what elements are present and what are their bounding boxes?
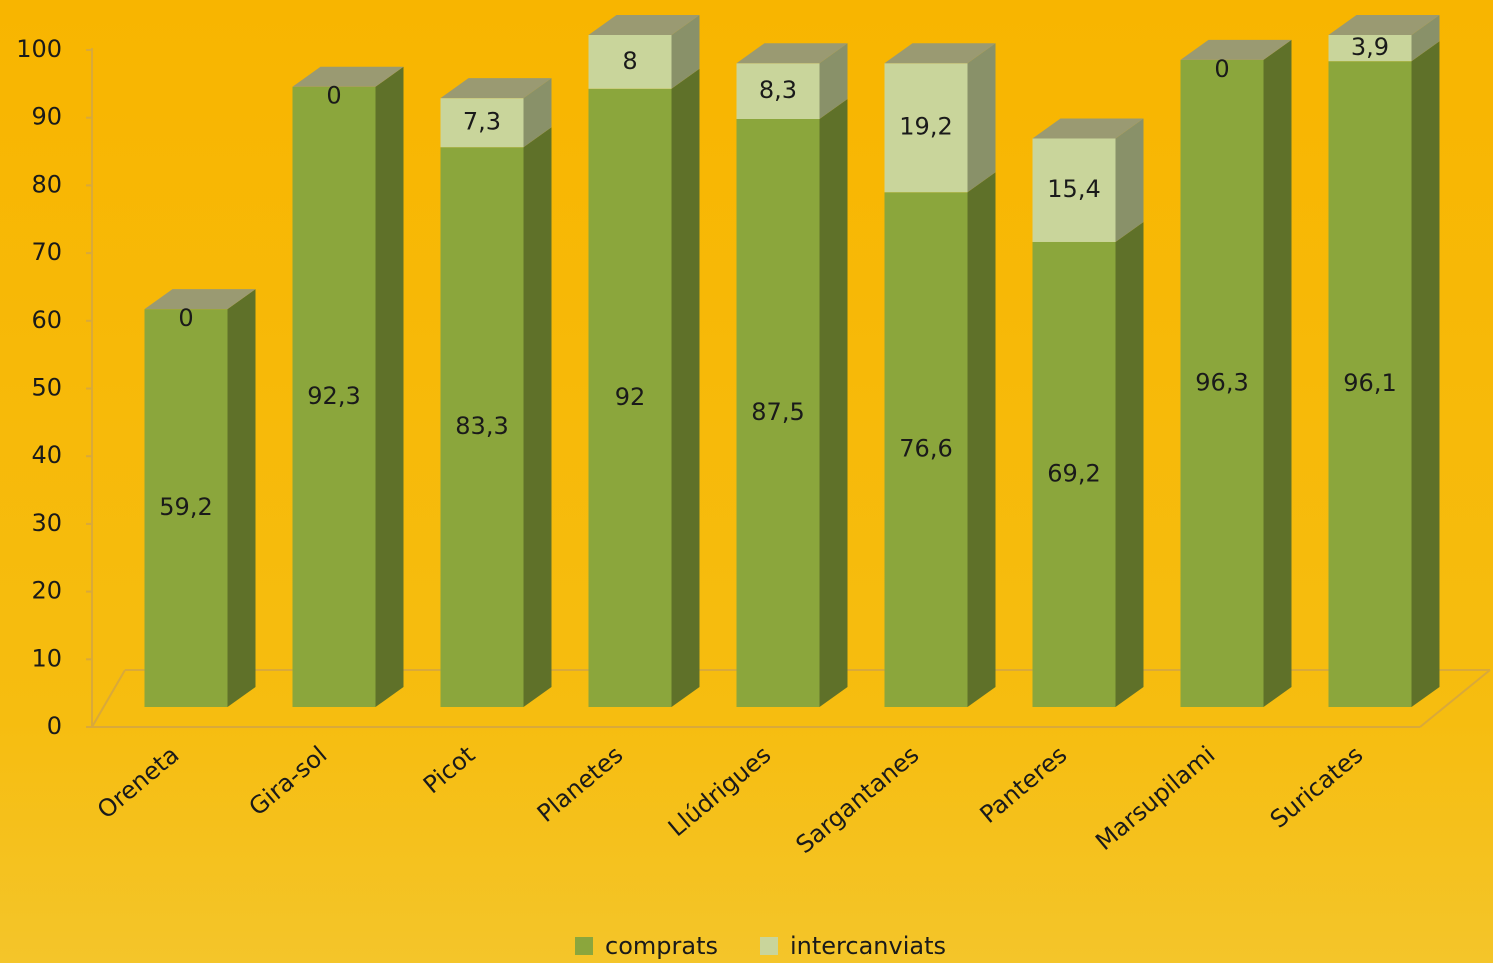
y-tick-label: 20 bbox=[31, 577, 62, 605]
bar-top bbox=[1180, 39, 1292, 60]
y-tick-label: 40 bbox=[31, 441, 62, 469]
bar-segment bbox=[1032, 138, 1116, 242]
bar-segment bbox=[1328, 35, 1412, 62]
data-label: 59,2 bbox=[159, 493, 212, 521]
bar-side bbox=[1411, 41, 1440, 707]
data-label: 8 bbox=[622, 47, 637, 75]
bar-side bbox=[671, 15, 700, 89]
data-label: 7,3 bbox=[463, 108, 501, 136]
bar-side bbox=[1411, 15, 1440, 62]
y-tick-label: 50 bbox=[31, 374, 62, 402]
y-tick-label: 60 bbox=[31, 306, 62, 334]
bar-segment bbox=[292, 86, 376, 707]
y-tick-label: 100 bbox=[16, 35, 62, 63]
bar-segment bbox=[1032, 241, 1116, 707]
bar-top bbox=[588, 15, 700, 35]
bar-side bbox=[819, 43, 848, 119]
data-label: 83,3 bbox=[455, 412, 508, 440]
data-label: 0 bbox=[178, 304, 193, 332]
bar-segment bbox=[144, 309, 228, 707]
bar-top bbox=[736, 43, 848, 64]
data-label: 8,3 bbox=[759, 76, 797, 104]
bar-segment bbox=[440, 98, 524, 148]
y-tick-label: 0 bbox=[47, 712, 62, 740]
bar-side bbox=[523, 78, 552, 148]
data-label: 0 bbox=[1214, 55, 1229, 83]
bar-segment bbox=[736, 119, 820, 707]
data-label: 96,1 bbox=[1343, 369, 1396, 397]
legend-label: intercanviats bbox=[790, 932, 946, 960]
bar-segment bbox=[588, 88, 672, 707]
bar-side bbox=[1263, 39, 1292, 707]
bar-side bbox=[819, 99, 848, 707]
bar-top bbox=[144, 289, 256, 310]
data-label: 19,2 bbox=[899, 113, 952, 141]
bar-top bbox=[884, 43, 996, 64]
data-label: 76,6 bbox=[899, 435, 952, 463]
bar-segment bbox=[588, 35, 672, 89]
bar-side bbox=[967, 172, 996, 708]
bar-side bbox=[523, 127, 552, 707]
bar-side bbox=[1115, 118, 1144, 242]
data-label: 92,3 bbox=[307, 382, 360, 410]
data-label: 96,3 bbox=[1195, 368, 1248, 396]
bar-side bbox=[227, 289, 256, 707]
bar-side bbox=[671, 68, 700, 707]
bar-top bbox=[1032, 118, 1144, 139]
y-tick-label: 30 bbox=[31, 509, 62, 537]
legend-swatch bbox=[575, 937, 593, 955]
legend-label: comprats bbox=[605, 932, 718, 960]
bar-segment bbox=[736, 63, 820, 119]
data-label: 0 bbox=[326, 82, 341, 110]
bar-top bbox=[440, 78, 552, 99]
y-tick-label: 10 bbox=[31, 644, 62, 672]
legend-swatch bbox=[760, 937, 778, 955]
y-tick-label: 80 bbox=[31, 170, 62, 198]
bar-segment bbox=[884, 63, 968, 193]
bar-side bbox=[375, 66, 404, 707]
bar-segment bbox=[1328, 61, 1412, 707]
data-label: 69,2 bbox=[1047, 459, 1100, 487]
bar-top bbox=[1328, 15, 1440, 35]
bar-segment bbox=[440, 147, 524, 707]
y-tick-label: 90 bbox=[31, 103, 62, 131]
bar-segment bbox=[884, 192, 968, 708]
bar-side bbox=[1115, 221, 1144, 707]
bar-side bbox=[967, 43, 996, 193]
data-label: 92 bbox=[615, 383, 646, 411]
data-label: 87,5 bbox=[751, 398, 804, 426]
data-label: 15,4 bbox=[1047, 175, 1100, 203]
y-tick-label: 70 bbox=[31, 238, 62, 266]
data-label: 3,9 bbox=[1351, 33, 1389, 61]
bar-segment bbox=[1180, 59, 1264, 707]
bar-top bbox=[292, 66, 404, 87]
